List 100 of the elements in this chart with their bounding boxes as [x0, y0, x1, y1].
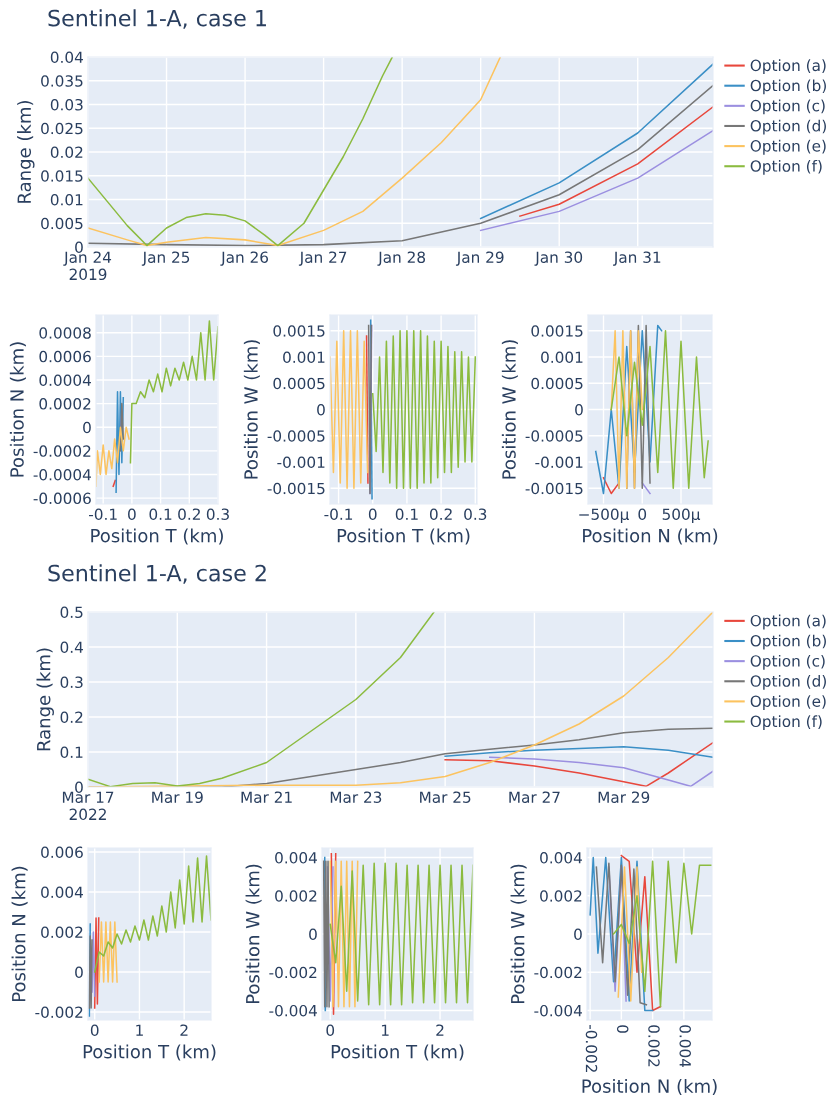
- y-tick-label: -0.004: [269, 1004, 317, 1017]
- y-tick-label: 0.001: [283, 351, 325, 364]
- y-tick-label: 0.004: [41, 886, 83, 899]
- y-axis-title: Position N (km): [9, 342, 26, 477]
- x-tick-label: Mar 25: [420, 791, 471, 803]
- x-tick-label: 2: [180, 1024, 188, 1036]
- x-tick-label: Jan 27: [298, 251, 347, 266]
- x-tick-label: Mar 19: [152, 791, 203, 803]
- y-tick-label: -0.0006: [33, 492, 91, 505]
- x-tick-label: 0.002: [648, 1025, 660, 1067]
- y-axis-title: Range (km): [17, 101, 35, 203]
- x-tick-label: 0.2: [178, 508, 200, 520]
- x-axis-title: Position N (km): [582, 1078, 717, 1096]
- x-tick-label: 0.3: [464, 508, 487, 520]
- legend-label: Option (e): [750, 695, 826, 710]
- legend-label: Option (c): [750, 99, 825, 115]
- chart-title: Sentinel 1-A, case 2: [48, 564, 266, 584]
- y-tick-label: -0.002: [534, 966, 582, 979]
- y-tick-label: 0.03: [50, 98, 83, 111]
- y-tick-label: 0: [309, 928, 317, 941]
- y-tick-label: 0.01: [50, 193, 83, 206]
- x-tick-label: 0.1: [395, 508, 418, 520]
- y-tick-label: 0.0002: [39, 398, 91, 410]
- y-axis-title: Position W (km): [243, 340, 260, 479]
- y-tick-label: -0.0015: [525, 482, 583, 495]
- y-tick-label: -0.001: [277, 456, 325, 469]
- x-tick-label: Jan 28: [377, 251, 426, 266]
- y-tick-label: -0.002: [35, 1006, 83, 1019]
- y-tick-label: -0.004: [534, 1004, 582, 1017]
- legend-label: Option (a): [750, 59, 826, 75]
- y-tick-label: 0.0006: [39, 350, 91, 363]
- x-axis-title: Position N (km): [583, 528, 718, 545]
- x-tick-label: Jan 26: [220, 251, 269, 266]
- y-tick-label: -0.0002: [33, 445, 91, 457]
- legend-label: Option (d): [750, 119, 826, 135]
- y-tick-label: 0.002: [540, 890, 582, 902]
- x-tick-label: -0.1: [324, 508, 353, 520]
- x-tick-label: 0: [90, 1024, 99, 1036]
- y-tick-label: 0.004: [275, 852, 317, 864]
- y-tick-label: 0.0008: [39, 327, 91, 339]
- y-tick-label: 0: [574, 928, 582, 941]
- y-tick-label: 0.0015: [531, 325, 583, 337]
- y-tick-label: 0.0015: [273, 325, 325, 337]
- y-tick-label: 0.3: [60, 676, 83, 689]
- y-axis-title: Range (km): [36, 648, 54, 751]
- x-tick-label: 0: [128, 508, 136, 520]
- legend-label: Option (e): [750, 139, 826, 155]
- x-tick-label: Jan 24 2019: [63, 251, 112, 281]
- x-axis-title: Position T (km): [337, 528, 470, 545]
- y-tick-label: 0.0005: [273, 377, 325, 390]
- y-tick-label: 0.2: [60, 711, 83, 724]
- x-axis-title: Position T (km): [331, 1044, 464, 1061]
- y-tick-label: -0.001: [535, 456, 583, 469]
- y-axis-title: Position W (km): [510, 864, 527, 1004]
- x-tick-label: 0: [638, 508, 647, 520]
- legend-label: Option (d): [750, 675, 826, 690]
- x-tick-label: 2: [436, 1024, 444, 1036]
- x-tick-label: Jan 31: [613, 251, 661, 266]
- x-tick-label: 0.2: [429, 508, 452, 520]
- y-tick-label: 0: [317, 403, 325, 416]
- y-tick-label: 0.02: [50, 146, 83, 159]
- y-tick-label: 0: [83, 421, 91, 434]
- y-tick-label: 0.002: [41, 926, 83, 939]
- legend-label: Option (f): [750, 159, 822, 175]
- y-tick-label: 0.005: [41, 217, 83, 230]
- x-axis-title: Position T (km): [83, 1044, 216, 1061]
- y-axis-title: Position W (km): [245, 864, 262, 1004]
- x-tick-label: Mar 23: [330, 791, 382, 803]
- y-tick-label: -0.0005: [525, 430, 583, 442]
- y-tick-label: 0.4: [60, 641, 83, 654]
- chart-title: Sentinel 1-A, case 1: [48, 9, 266, 29]
- y-tick-label: 0: [75, 781, 83, 794]
- x-tick-label: 1: [381, 1024, 389, 1036]
- legend-label: Option (c): [750, 654, 825, 670]
- y-tick-label: 0.001: [541, 351, 583, 364]
- legend-label: Option (b): [750, 634, 826, 650]
- y-tick-label: 0.0005: [531, 377, 583, 390]
- x-tick-label: Mar 21: [241, 791, 292, 803]
- y-tick-label: 0.0004: [39, 374, 91, 386]
- y-tick-label: -0.0005: [267, 430, 325, 442]
- x-axis-title: Position T (km): [91, 528, 223, 545]
- y-tick-label: -0.0015: [267, 482, 325, 495]
- x-tick-label: 500μ: [662, 508, 701, 523]
- y-tick-label: 0.002: [275, 890, 317, 902]
- x-tick-label: Mar 17 2022: [62, 791, 114, 821]
- x-tick-label: 0: [368, 508, 377, 520]
- y-axis-title: Position W (km): [501, 340, 518, 479]
- x-tick-label: 0: [326, 1024, 335, 1036]
- y-tick-label: 0.5: [60, 606, 83, 619]
- y-tick-label: 0.006: [41, 846, 83, 859]
- x-tick-label: Mar 29: [598, 791, 650, 803]
- x-tick-label: Jan 25: [141, 251, 190, 266]
- legend-label: Option (f): [750, 715, 822, 731]
- y-tick-label: -0.002: [269, 966, 317, 979]
- x-tick-label: 0.1: [149, 508, 172, 520]
- y-tick-label: 0.025: [41, 122, 83, 135]
- y-tick-label: 0: [575, 403, 583, 416]
- x-tick-label: −500μ: [579, 508, 629, 523]
- x-tick-label: 0.004: [679, 1025, 691, 1068]
- y-tick-label: 0.04: [50, 51, 83, 64]
